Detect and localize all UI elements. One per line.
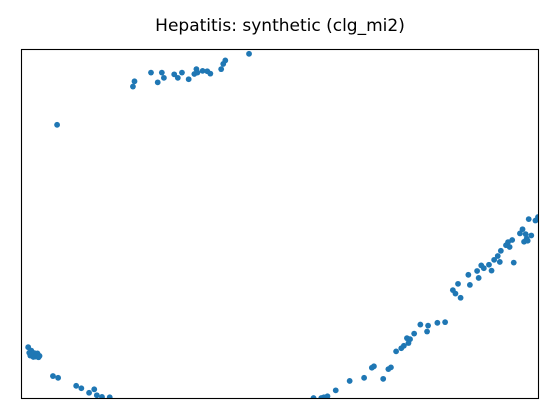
scatter-point [324,393,331,398]
scatter-point [171,71,178,78]
scatter-point [246,50,252,57]
scatter-point [93,392,100,398]
scatter-point [475,275,482,281]
scatter-point [161,74,167,81]
scatter-point [185,76,192,83]
scatter-point [388,364,394,371]
scatter-point [199,67,206,74]
scatter-point [218,66,225,73]
scatter-point [194,69,201,76]
scatter-point [106,394,113,398]
scatter-point [407,336,413,343]
scatter-point [393,348,399,355]
scatter-point [411,330,418,337]
scatter-point [535,214,538,220]
scatter-point [158,69,165,76]
scatter-point [346,378,353,384]
chart-title: Hepatitis: synthetic (clg_mi2) [155,16,405,36]
scatter-point [361,374,368,381]
scatter-point [424,328,430,335]
scatter-point [522,231,529,237]
scatter-point [148,69,154,76]
scatter-point [488,267,495,274]
scatter-point [54,121,60,128]
scatter-point [99,394,105,398]
scatter-point [497,247,504,254]
scatter-point [130,83,136,90]
scatter-point [371,363,377,370]
scatter-point [222,57,229,64]
scatter-point [480,265,487,272]
scatter-point [154,79,161,86]
scatter-point [73,382,80,389]
scatter-point [528,232,535,239]
scatter-point [91,386,98,393]
scatter-point [465,271,472,278]
scatter-point [78,385,85,392]
scatter-point [417,321,424,328]
scatter-point [434,319,441,326]
scatter-point [524,237,531,244]
scatter-point [55,374,62,381]
scatter-point [131,78,138,85]
scatter-point [452,290,459,297]
scatter-point [86,389,92,396]
scatter-point [519,226,526,233]
scatter-point [466,282,473,288]
scatter-point [425,322,431,329]
scatter-point [332,387,339,394]
scatter-point [506,244,513,250]
scatter-point [400,342,407,349]
scatter-point [174,74,181,81]
scatter-point [457,294,464,301]
scatter-point [525,216,532,223]
scatter-point [179,69,185,76]
scatter-point [36,352,43,359]
scatter-point [494,253,501,259]
plot-frame [20,48,540,400]
scatter-point [442,319,449,326]
scatter-point [455,280,461,287]
scatter-point [207,70,214,77]
scatter-point [50,373,56,379]
scatter-point [496,259,503,265]
points-layer [25,50,538,398]
scatter-point [486,261,492,268]
scatter-point [380,375,387,382]
scatter-point [510,259,517,266]
scatter-point [474,268,481,274]
scatter-point [517,230,523,237]
scatter-point [310,395,317,398]
scatter-point [491,256,498,263]
scatter-point [509,237,516,243]
